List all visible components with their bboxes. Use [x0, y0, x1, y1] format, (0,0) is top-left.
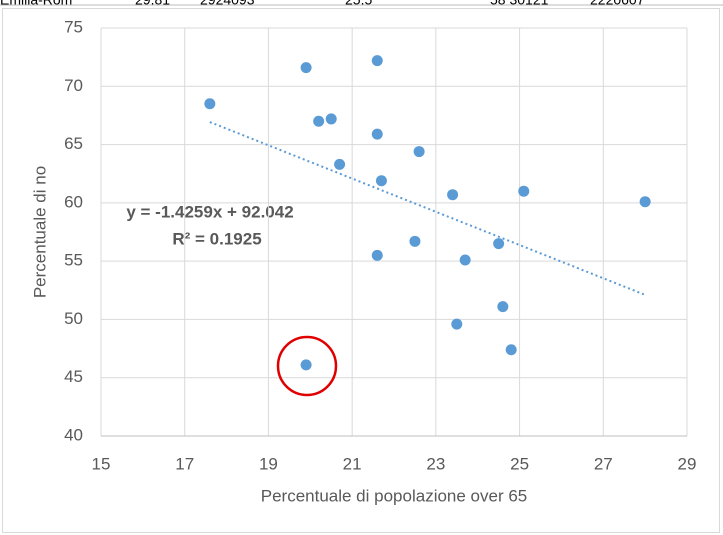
y-tick-label: 60	[64, 192, 83, 211]
point	[413, 146, 425, 158]
point	[371, 55, 383, 67]
trend-r-squared: R² = 0.1925	[172, 229, 261, 248]
trendline	[209, 121, 646, 296]
cell-text: Emilia-Rom	[0, 0, 72, 8]
point	[300, 359, 312, 371]
x-tick-label: 15	[92, 454, 111, 473]
point	[325, 113, 337, 125]
point	[497, 301, 509, 313]
x-tick-label: 17	[175, 454, 194, 473]
x-tick-label: 23	[426, 454, 445, 473]
point	[204, 98, 216, 110]
y-tick-label: 45	[64, 367, 83, 386]
x-tick-label: 29	[678, 454, 697, 473]
y-tick-label: 50	[64, 309, 83, 328]
y-tick-label: 55	[64, 251, 83, 270]
y-tick-label: 65	[64, 134, 83, 153]
x-tick-label: 27	[594, 454, 613, 473]
y-tick-label: 40	[64, 425, 83, 444]
x-tick-label: 25	[510, 454, 529, 473]
point	[493, 238, 505, 250]
x-tick-label: 19	[259, 454, 278, 473]
point	[300, 62, 312, 74]
cell-text: 58 30121	[490, 0, 549, 8]
cell-text: 25.5	[345, 0, 372, 8]
highlight-circle	[276, 335, 338, 397]
cell-text: 2924093	[200, 0, 255, 8]
point	[371, 128, 383, 140]
spreadsheet-strip: Emilia-Rom 29.81 2924093 25.5 58 30121 222060…	[0, 0, 723, 8]
point	[451, 318, 463, 330]
point	[639, 196, 651, 208]
point	[409, 235, 421, 247]
y-tick-label: 75	[64, 17, 83, 36]
point	[447, 189, 459, 201]
point	[375, 175, 387, 187]
point	[334, 158, 346, 170]
y-tick-label: 70	[64, 76, 83, 95]
trend-equation: y = -1.4259x + 92.042	[126, 202, 293, 221]
point	[371, 249, 383, 261]
point	[505, 344, 517, 356]
y-axis-label: Percentuale di no	[30, 166, 49, 298]
point	[518, 185, 530, 197]
chart-frame	[2, 8, 720, 533]
cell-text: 2220607	[590, 0, 645, 8]
x-tick-label: 21	[343, 454, 362, 473]
cell-text: 29.81	[135, 0, 170, 8]
x-axis-label: Percentuale di popolazione over 65	[261, 486, 528, 505]
point	[313, 115, 325, 127]
point	[459, 254, 471, 266]
